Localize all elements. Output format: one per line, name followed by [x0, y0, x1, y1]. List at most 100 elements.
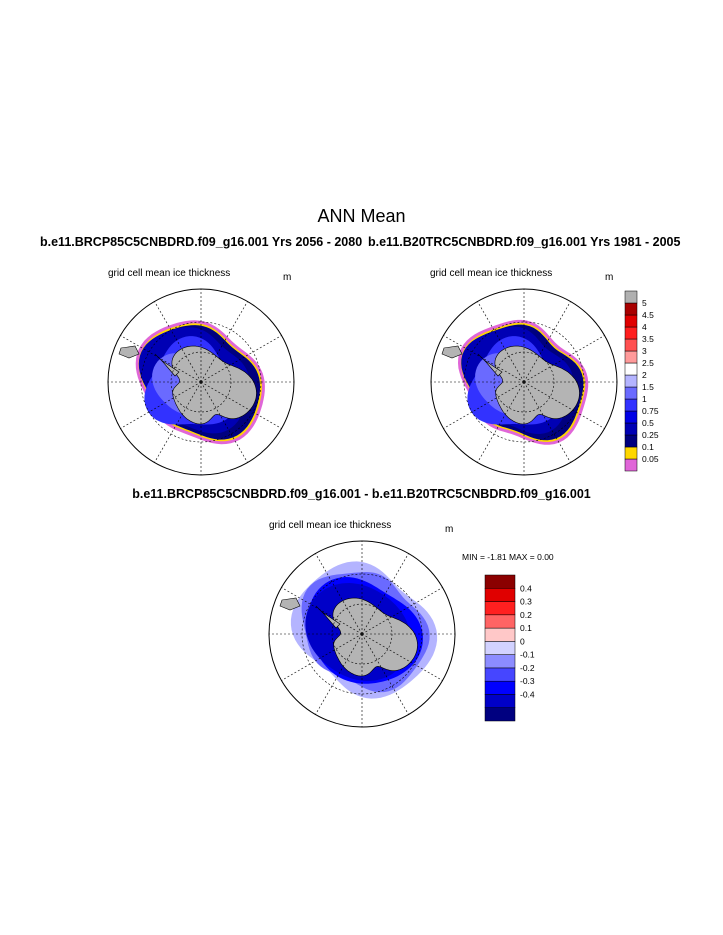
colorbar-box	[624, 410, 638, 424]
colorbar-tick-label: -0.2	[520, 663, 535, 673]
colorbar-box	[624, 338, 638, 352]
meridian-line	[200, 381, 282, 429]
diff-units: m	[445, 524, 454, 535]
colorbar-box	[624, 458, 638, 472]
colorbar-box	[624, 290, 638, 304]
colorbar-tick-label: 2	[642, 370, 647, 380]
meridian-line	[120, 381, 202, 429]
meridian-line	[315, 553, 363, 635]
right-units: m	[605, 272, 614, 283]
meridian-line	[361, 553, 409, 635]
colorbar-tick-label: 4	[642, 322, 647, 332]
colorbar-diff: -0.4 -0.3 -0.2 -0.1 0 0.1 0.2 0.3 0.4	[484, 574, 535, 722]
colorbar-tick-label: 0.25	[642, 430, 659, 440]
colorbar-box	[484, 680, 516, 695]
colorbar-box	[624, 302, 638, 316]
diff-minmax: MIN = -1.81 MAX = 0.00	[462, 552, 554, 562]
colorbar-tick-label: 4.5	[642, 310, 654, 320]
parallel-line	[331, 603, 393, 665]
meridian-line	[361, 633, 443, 681]
meridian-line	[315, 633, 363, 715]
map-boundary	[268, 540, 456, 728]
colorbar-tick-label: 0.05	[642, 454, 659, 464]
meridian-line	[523, 301, 571, 383]
colorbar-tick-label: 0.1	[520, 623, 532, 633]
colorbar-box	[624, 374, 638, 388]
colorbar-box	[624, 398, 638, 412]
right-subtitle: grid cell mean ice thickness	[430, 268, 553, 279]
left-run-title: b.e11.BRCP85C5CNBDRD.f09_g16.001 Yrs 205…	[40, 235, 363, 249]
colorbar-box	[484, 601, 516, 616]
colorbar-box	[484, 667, 516, 682]
colorbar-box	[484, 627, 516, 642]
colorbar-box	[624, 314, 638, 328]
colorbar-box	[624, 446, 638, 460]
colorbar-box	[624, 422, 638, 436]
map-boundary	[107, 288, 295, 476]
antarctica-land	[494, 345, 580, 425]
meridian-line	[443, 381, 525, 429]
colorbar-tick-label: 3.5	[642, 334, 654, 344]
colorbar-box	[624, 362, 638, 376]
colorbar-box	[484, 588, 516, 602]
colorbar-tick-label: 1.5	[642, 382, 654, 392]
colorbar-tick-label: 2.5	[642, 358, 654, 368]
left-units: m	[283, 272, 292, 283]
colorbar-tick-label: 5	[642, 298, 647, 308]
meridian-line	[477, 301, 525, 383]
colorbar-tick-label: 0	[520, 636, 525, 646]
colorbar-box	[624, 434, 638, 448]
antarctica-land	[171, 345, 257, 425]
colorbar-tick-label: 0.5	[642, 418, 654, 428]
colorbar-tick-label: 0.4	[520, 583, 532, 593]
diff-subtitle: grid cell mean ice thickness	[269, 520, 392, 531]
page-title: ANN Mean	[317, 206, 406, 226]
colorbar-box	[484, 707, 516, 722]
right-run-title: b.e11.B20TRC5CNBDRD.f09_g16.001 Yrs 1981…	[368, 235, 681, 249]
difference-title: b.e11.BRCP85C5CNBDRD.f09_g16.001 - b.e11…	[132, 487, 591, 501]
colorbar-tick-label: 0.2	[520, 610, 532, 620]
meridian-line	[477, 381, 525, 463]
map-right	[430, 288, 618, 476]
parallel-line	[493, 351, 555, 413]
colorbar-tick-label: -0.3	[520, 676, 535, 686]
colorbar-box	[484, 614, 516, 629]
south-america-tip	[441, 345, 463, 359]
map-boundary	[430, 288, 618, 476]
colorbar-tick-label: 0.1	[642, 442, 654, 452]
colorbar-box	[624, 326, 638, 340]
map-left	[107, 288, 295, 476]
colorbar-tick-label: 1	[642, 394, 647, 404]
south-america-tip	[118, 345, 140, 359]
meridian-line	[523, 381, 571, 463]
meridian-line	[200, 335, 282, 383]
antarctica-land	[332, 597, 418, 677]
colorbar-box	[484, 641, 516, 655]
colorbar-tick-label: 3	[642, 346, 647, 356]
meridian-line	[523, 335, 605, 383]
meridian-line	[154, 381, 202, 463]
meridian-line	[361, 587, 443, 635]
colorbar-box	[484, 574, 516, 589]
parallel-line	[170, 351, 232, 413]
colorbar-tick-label: -0.1	[520, 650, 535, 660]
left-subtitle: grid cell mean ice thickness	[108, 268, 231, 279]
meridian-line	[200, 301, 248, 383]
parallel-line	[140, 321, 262, 443]
meridian-line	[361, 633, 409, 715]
parallel-line	[463, 321, 585, 443]
colorbar-tick-label: 0.75	[642, 406, 659, 416]
colorbar-top: 0.05 0.1 0.25 0.5 0.75 1 1.5 2 2.5 3 3.5 4 4.5 5	[624, 290, 659, 472]
meridian-line	[120, 335, 202, 383]
meridian-line	[200, 381, 248, 463]
map-diff	[268, 540, 456, 728]
colorbar-tick-label: -0.4	[520, 689, 535, 699]
meridian-line	[443, 335, 525, 383]
colorbar-box	[484, 654, 516, 669]
meridian-line	[154, 301, 202, 383]
south-america-tip	[279, 597, 301, 611]
meridian-line	[281, 633, 363, 681]
colorbar-box	[624, 350, 638, 364]
colorbar-tick-label: 0.3	[520, 597, 532, 607]
meridian-line	[523, 381, 605, 429]
